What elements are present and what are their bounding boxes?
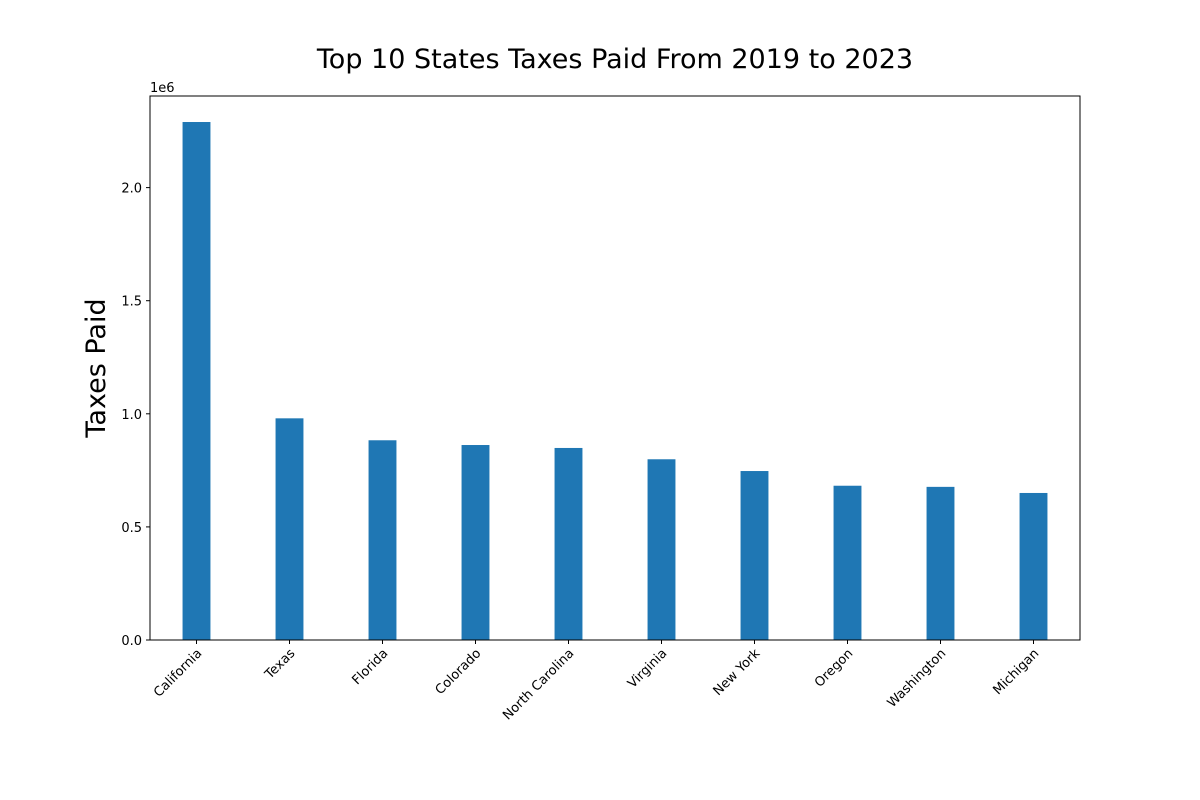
x-tick-label: New York [711, 646, 764, 699]
bar-california [182, 122, 211, 641]
plot-frame [149, 95, 1081, 641]
x-tick-label: Colorado [433, 646, 485, 698]
x-tick-label: Washington [885, 646, 950, 711]
bar-texas [275, 418, 304, 640]
y-tick-label: 0.0 [121, 634, 142, 649]
x-ticks-group: California Texas Florida Colorado North Caro… [151, 640, 1042, 723]
bar-washington [926, 486, 955, 640]
y-ticks-group: 0.0 0.5 1.0 1.5 2.0 [121, 182, 150, 649]
x-tick-label: California [151, 646, 205, 700]
x-tick-label: North Carolina [500, 646, 577, 723]
x-tick-label: Florida [349, 646, 391, 688]
y-tick-label: 0.5 [121, 521, 142, 536]
bar-florida [368, 440, 397, 640]
bar-new-york [740, 471, 769, 640]
y-offset-label: 1e6 [150, 81, 175, 96]
bars-group [182, 122, 1048, 641]
x-tick-label: Virginia [625, 646, 670, 691]
bar-michigan [1019, 492, 1048, 640]
bar-north-carolina [554, 447, 583, 640]
y-tick-label: 1.0 [121, 408, 142, 423]
y-tick-label: 2.0 [121, 182, 142, 197]
chart-title: Top 10 States Taxes Paid From 2019 to 20… [316, 44, 913, 75]
bar-virginia [647, 459, 676, 640]
x-tick-label: Michigan [990, 646, 1042, 698]
bar-oregon [833, 485, 862, 640]
y-axis-label: Taxes Paid [81, 298, 112, 438]
x-tick-label: Texas [262, 646, 299, 683]
y-tick-label: 1.5 [121, 295, 142, 310]
bar-colorado [461, 445, 490, 640]
x-tick-label: Oregon [812, 646, 856, 690]
